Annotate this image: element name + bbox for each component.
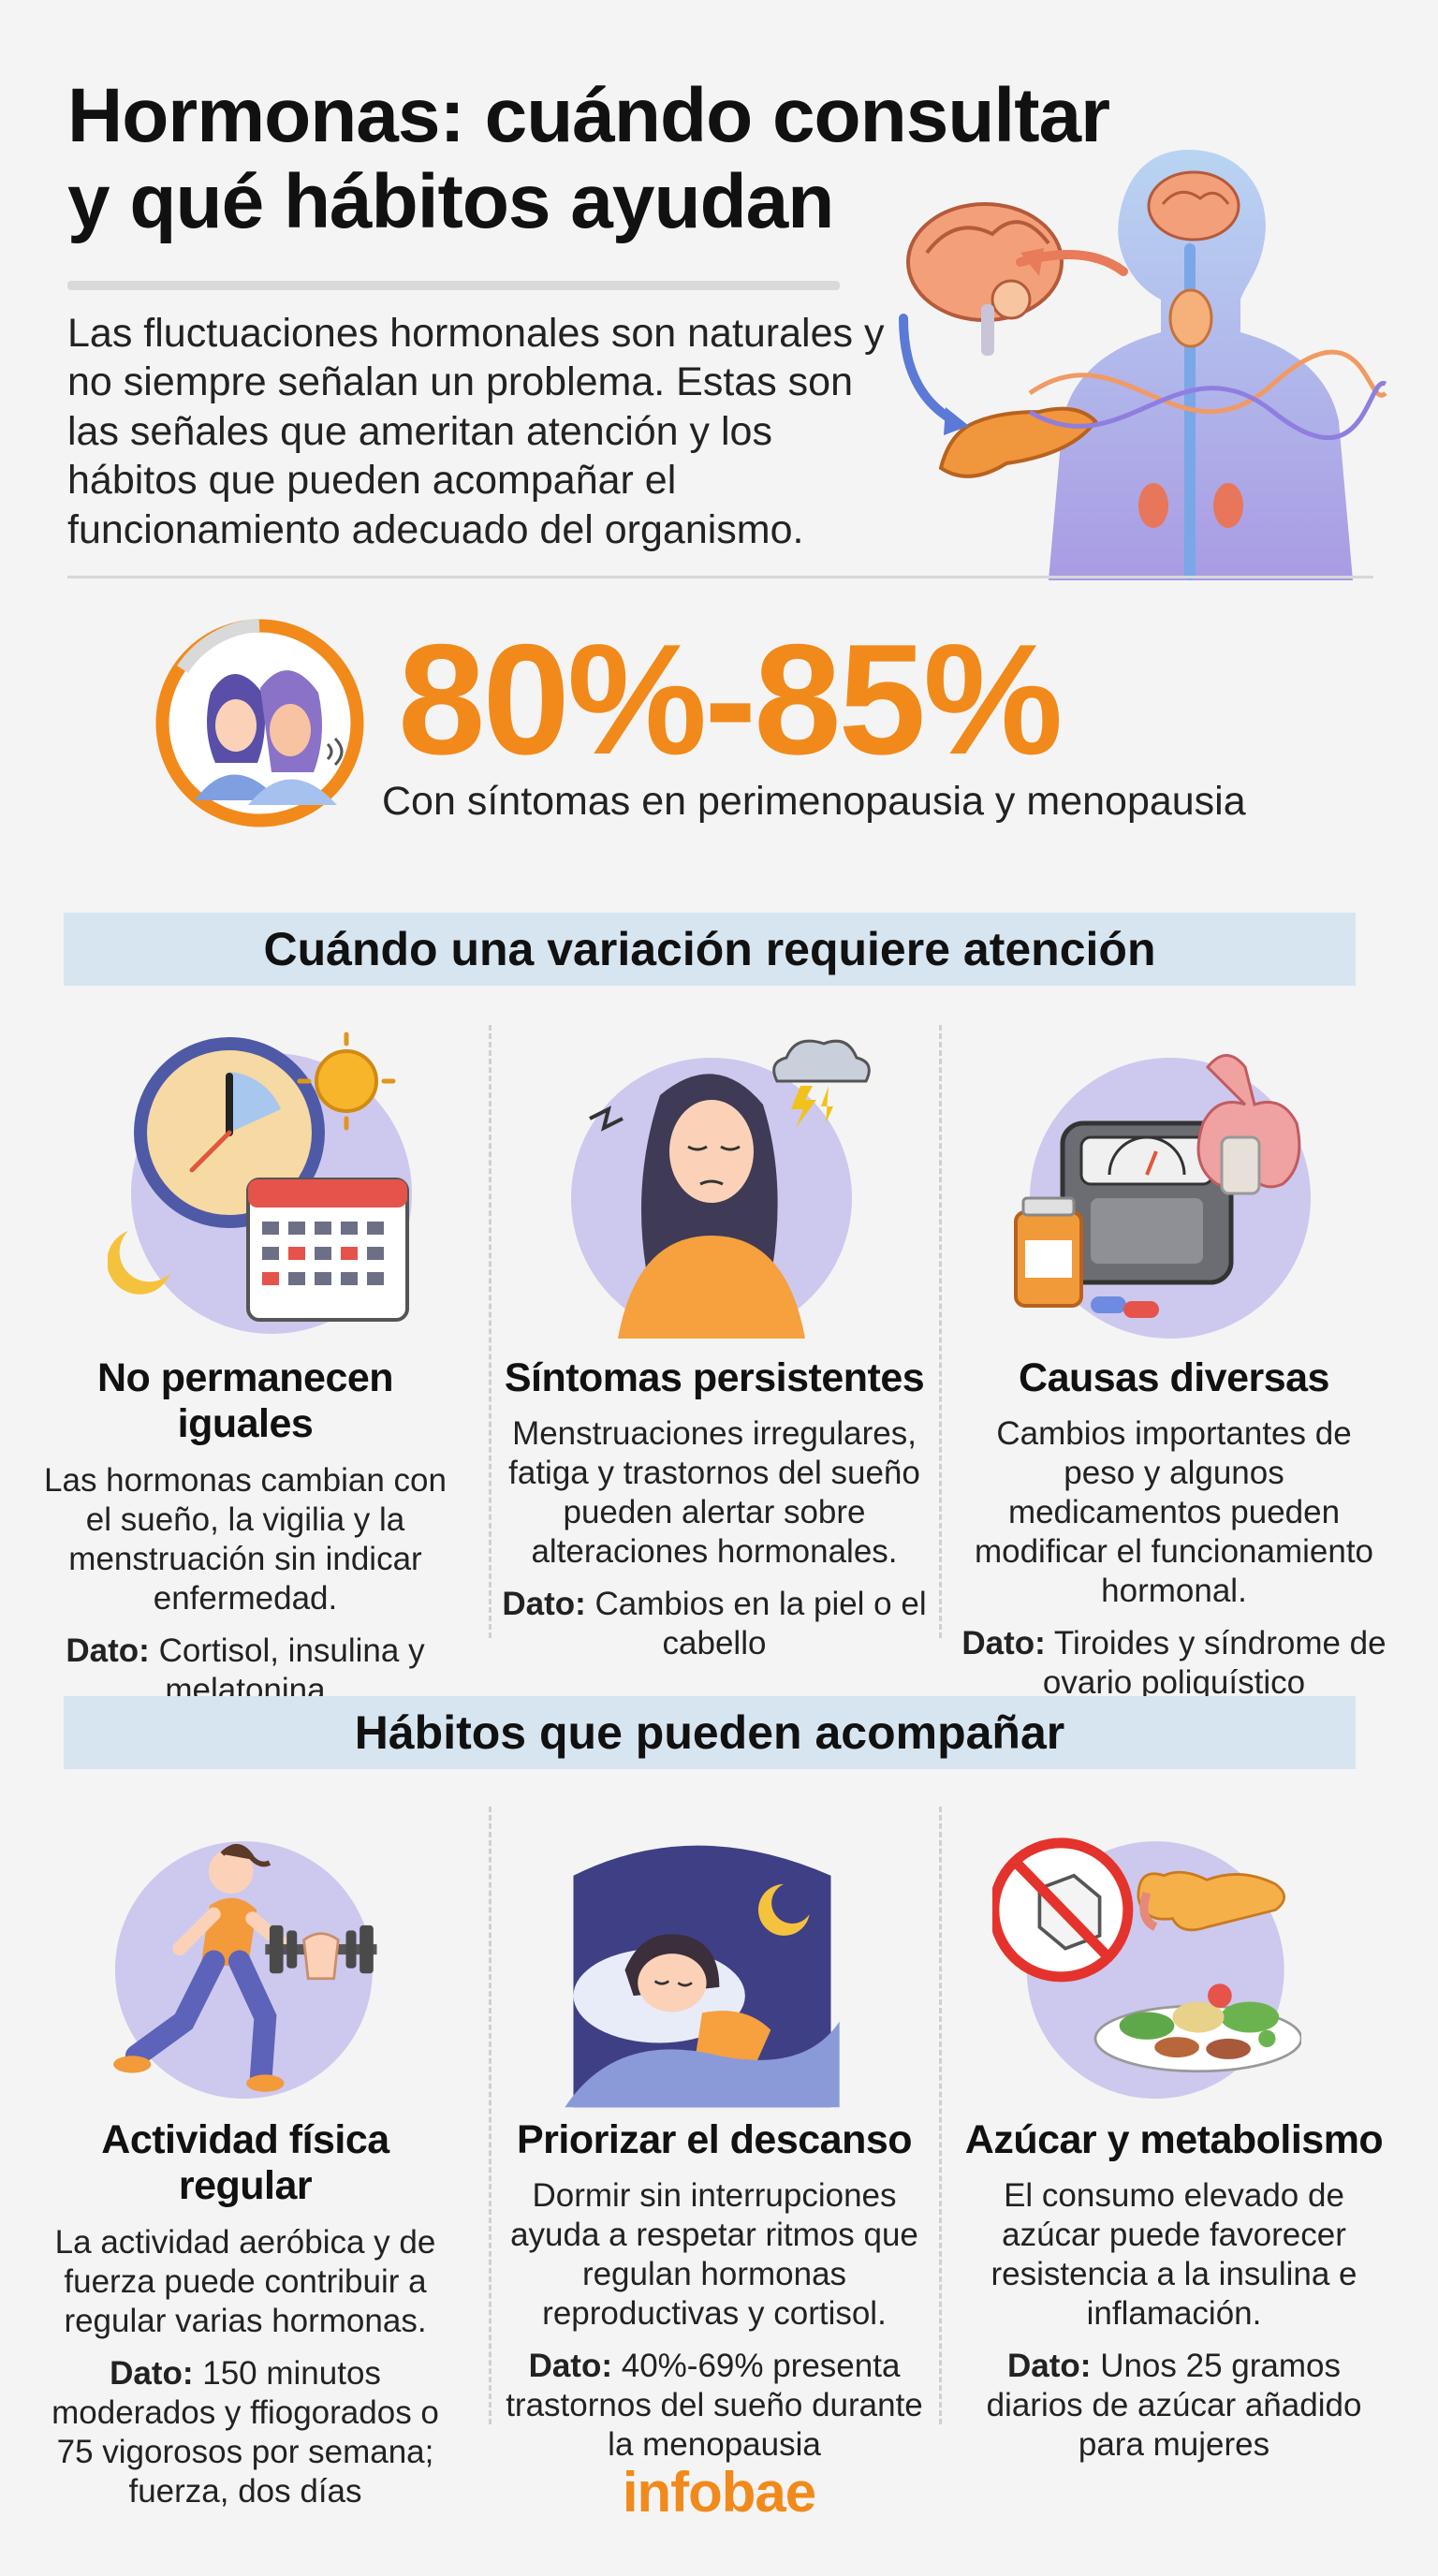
card-body: El consumo elevado de azúcar puede favor…: [990, 2177, 1357, 2333]
fact-text: 40%-69% presenta trastornos del sueño du…: [506, 2348, 923, 2464]
top-divider: [67, 576, 1373, 578]
card-title: Priorizar el descanso: [516, 2117, 913, 2162]
clock-sun-calendar-icon: [108, 1032, 412, 1334]
brand-logo: infobae: [622, 2461, 816, 2524]
card-habit-3: Azúcar y metabolismo El consumo elevado …: [959, 2117, 1389, 2465]
card-title: Azúcar y metabolismo: [964, 2117, 1384, 2162]
fact-text: Cambios en la piel o el cabello: [594, 1586, 927, 1662]
card-habit-1: Actividad física regular La actividad ae…: [30, 2117, 461, 2511]
card-attention-1: No permanecen iguales Las hormonas cambi…: [30, 1355, 461, 1710]
fact-text: 150 minutos moderados y ffiogorados o 75…: [51, 2354, 439, 2510]
card-title: Síntomas persistentes: [504, 1355, 925, 1400]
stat-value: 80%-85%: [398, 611, 1063, 787]
stat-caption: Con síntomas en perimenopausia y menopau…: [382, 779, 1246, 824]
fact-text: Cortisol, insulina y melatonina: [158, 1632, 425, 1708]
card-title: No permanecen iguales: [96, 1355, 394, 1447]
intro-text: Las fluctuaciones hormonales son natural…: [67, 311, 885, 552]
card-habit-2: Priorizar el descanso Dormir sin interru…: [499, 2117, 930, 2465]
sleeping-woman-moon-icon: [565, 1845, 840, 2108]
page-title: Hormonas: cuándo consultar y qué hábitos …: [67, 73, 1172, 245]
card-fact: Dato: Tiroides y síndrome de ovario poli…: [959, 1624, 1389, 1703]
card-fact: Dato: Unos 25 gramos diarios de azúcar a…: [959, 2347, 1389, 2465]
fact-label: Dato:: [961, 1625, 1046, 1662]
card-fact: Dato: Cortisol, insulina y melatonina: [30, 1632, 461, 1710]
card-attention-2: Síntomas persistentes Menstruaciones irr…: [499, 1355, 930, 1663]
column-divider: [939, 1807, 942, 2424]
scale-thyroid-pills-icon: [1014, 1054, 1311, 1339]
card-fact: Dato: Cambios en la piel o el cabello: [499, 1585, 930, 1663]
column-divider: [939, 1025, 942, 1638]
women-ring-icon: [155, 619, 364, 827]
fact-label: Dato:: [66, 1632, 150, 1669]
fact-text: Tiroides y síndrome de ovario poliquísti…: [1042, 1625, 1387, 1702]
no-sugar-pancreas-salad-icon: [992, 1837, 1301, 2100]
human-body-hormones-illustration: [899, 150, 1387, 580]
tired-woman-storm-icon: [571, 1039, 871, 1339]
fact-label: Dato:: [502, 1586, 586, 1623]
card-title: Actividad física regular: [101, 2117, 389, 2209]
title-underline: [67, 281, 840, 290]
card-body: Las hormonas cambian con el sueño, la vi…: [44, 1461, 447, 1617]
card-body: Cambios importantes de peso y algunos me…: [974, 1415, 1374, 1610]
runner-dumbbell-icon: [113, 1841, 377, 2100]
card-attention-3: Causas diversas Cambios importantes de p…: [959, 1355, 1389, 1703]
column-divider: [489, 1807, 492, 2424]
card-body: Dormir sin interrupciones ayuda a respet…: [510, 2177, 918, 2333]
title-line-1: Hormonas: cuándo consultar: [67, 73, 1110, 158]
fact-label: Dato:: [528, 2348, 612, 2385]
column-divider: [489, 1025, 492, 1638]
card-fact: Dato: 40%-69% presenta trastornos del su…: [499, 2347, 930, 2465]
card-body: La actividad aeróbica y de fuerza puede …: [54, 2223, 436, 2339]
fact-label: Dato:: [110, 2354, 194, 2392]
fact-label: Dato:: [1007, 2348, 1092, 2385]
card-title: Causas diversas: [1019, 1355, 1329, 1400]
section-heading-habits: Hábitos que pueden acompañar: [64, 1696, 1356, 1769]
card-fact: Dato: 150 minutos moderados y ffiogorado…: [30, 2354, 461, 2511]
fact-text: Unos 25 gramos diarios de azúcar añadido…: [986, 2348, 1362, 2464]
title-line-2: y qué hábitos ayudan: [67, 158, 834, 244]
section-heading-attention: Cuándo una variación requiere atención: [64, 913, 1356, 986]
card-body: Menstruaciones irregulares, fatiga y tra…: [508, 1415, 920, 1571]
